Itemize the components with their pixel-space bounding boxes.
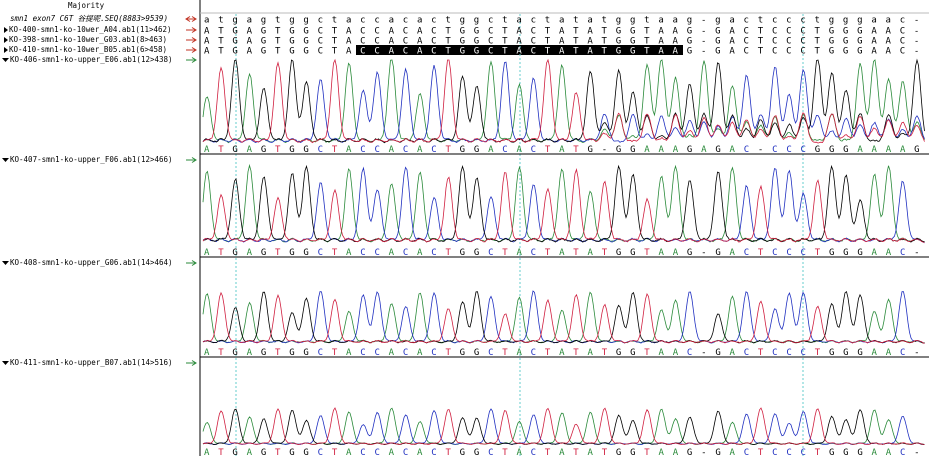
expand-toggle[interactable] [4, 27, 8, 33]
collapse-toggle[interactable] [2, 361, 9, 365]
reference-name: smn1 exon7 C6T 谷提呢.SEQ(8883>9539) [10, 14, 168, 23]
arrow-head [191, 360, 197, 366]
trace-name: KO-411-smn1-ko-upper_B07.ab1(14>516) [10, 358, 173, 367]
trace-curve [202, 291, 925, 344]
read-sequence: ATGAGTGGCTACCACACTGGCTACTATATGGTAAG-GACT… [204, 27, 928, 37]
arrow-head [185, 16, 191, 22]
reference-sequence: atgagtggctaccacactggctactatatggtaag-gact… [204, 16, 928, 26]
arrow-head [191, 16, 197, 22]
trace-curve [202, 59, 925, 144]
read-name: KO-398-smn1-ko-10wer_G03.ab1(8>463) [9, 35, 167, 44]
trace-curve [202, 168, 925, 243]
trace-name: KO-406-smn1-ko-upper_E06.ab1(12>438) [10, 55, 173, 64]
read-sequence: ATGAGTGGCTACCACACTGGCTACTATATGGTAAG-GACT… [204, 47, 928, 57]
read-name: KO-400-smn1-ko-10wer_A04.ab1(11>462) [9, 25, 172, 34]
expand-toggle[interactable] [4, 47, 8, 53]
read-sequence-selected: ATGAGTGGCTACCACACTGGCTACTATATGGTAAG-GACT… [204, 47, 928, 57]
arrow-head [191, 157, 197, 163]
trace-name: KO-408-smn1-ko-upper_G06.ab1(14>464) [10, 258, 173, 267]
arrow-head [191, 260, 197, 266]
trace-curve [202, 58, 925, 144]
trace-bases: ATGAGTGGCTACCACACTGGCTACTATATGGTAAG-GACT… [204, 248, 928, 258]
expand-toggle[interactable] [4, 37, 8, 43]
trace-curve [202, 407, 925, 446]
collapse-toggle[interactable] [2, 261, 9, 265]
trace-bases: ATGAGTGGCTACCACACTGGCTACTATATGGTAAG-GACT… [204, 448, 928, 456]
trace-bases: ATGAGTGGCTACCACACTGGACACTATG-GGAAAGAGAC-… [204, 145, 928, 155]
collapse-toggle[interactable] [2, 58, 9, 62]
read-name: KO-410-smn1-ko-10wer_B05.ab1(6>458) [9, 45, 167, 54]
arrow-head [191, 27, 197, 33]
collapse-toggle[interactable] [2, 158, 9, 162]
arrow-head [191, 57, 197, 63]
arrow-head [191, 37, 197, 43]
trace-name: KO-407-smn1-ko-upper_F06.ab1(12>466) [10, 155, 173, 164]
read-sequence: ATGAGTGGCTACCACACTGGCTACTATATGGTAAG-GACT… [204, 37, 928, 47]
trace-bases: ATGAGTGGCTACCACACTGGCTACTATATGGTAAC-GACT… [204, 348, 928, 358]
header-title: Majority [68, 1, 105, 10]
arrow-head [191, 47, 197, 53]
